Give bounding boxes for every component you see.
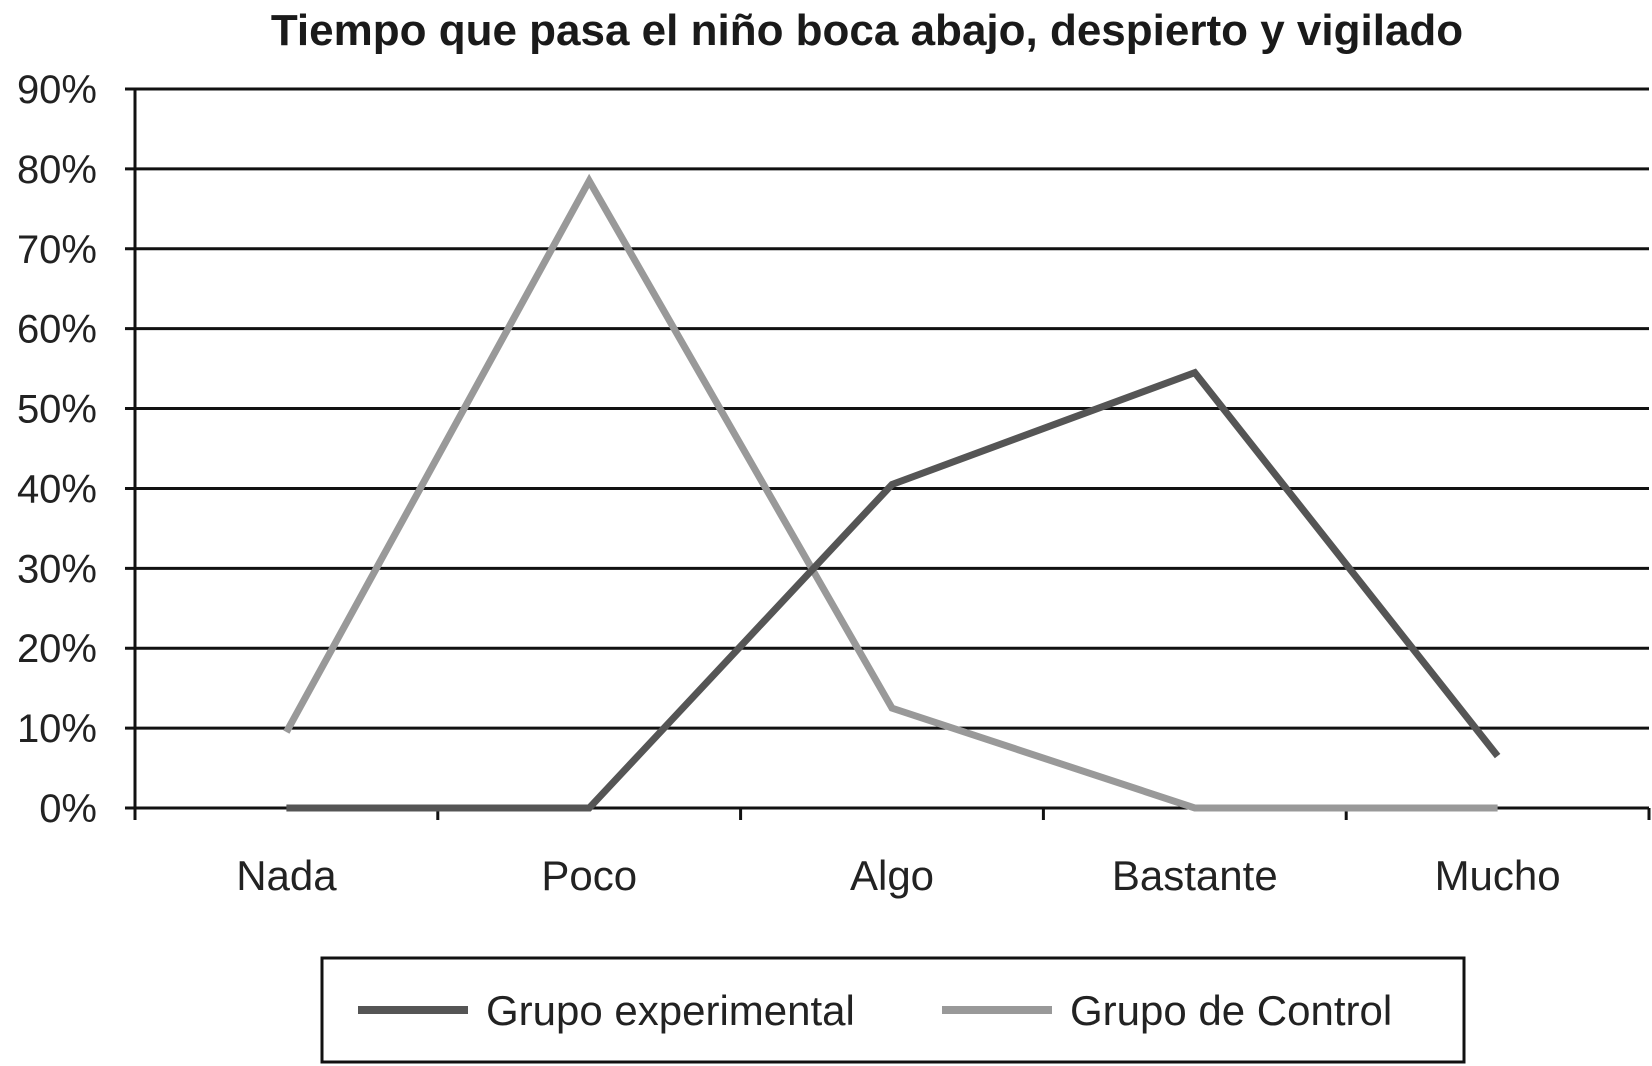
y-tick-label: 30% bbox=[17, 547, 97, 591]
y-tick-label: 70% bbox=[17, 228, 97, 272]
y-tick-label: 0% bbox=[39, 787, 97, 831]
y-tick-label: 20% bbox=[17, 627, 97, 671]
y-tick-label: 80% bbox=[17, 148, 97, 192]
x-tick-label: Mucho bbox=[1435, 852, 1561, 899]
series-line-1 bbox=[283, 173, 1498, 812]
legend-label: Grupo de Control bbox=[1070, 987, 1392, 1034]
y-tick-label: 60% bbox=[17, 308, 97, 352]
chart-title: Tiempo que pasa el niño boca abajo, desp… bbox=[271, 6, 1463, 55]
y-tick-label: 10% bbox=[17, 707, 97, 751]
x-tick-label: Algo bbox=[850, 852, 934, 899]
series-line-0 bbox=[286, 368, 1501, 812]
legend-label: Grupo experimental bbox=[486, 987, 855, 1034]
legend bbox=[320, 956, 1466, 1064]
y-tick-label: 40% bbox=[17, 467, 97, 511]
x-tick-label: Poco bbox=[541, 852, 637, 899]
x-tick-label: Bastante bbox=[1112, 852, 1278, 899]
x-tick-label: Nada bbox=[236, 852, 337, 899]
y-tick-label: 50% bbox=[17, 388, 97, 432]
y-tick-label: 90% bbox=[17, 68, 97, 112]
